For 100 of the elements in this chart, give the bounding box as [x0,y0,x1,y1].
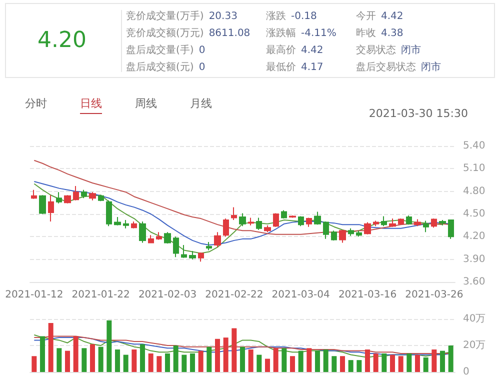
text: 竞价成交额(万元) [126,28,204,39]
candlestick [56,192,62,204]
bar [232,328,237,372]
x-tick-label: 2021-03-26 [405,290,464,300]
text: 闭市 [401,45,421,56]
candlestick [31,189,37,200]
text: 4.20 [36,27,88,55]
bar [148,353,154,372]
text: 20.33 [208,11,238,22]
text: 盘后成交额(元) [126,62,194,73]
y-tick-label: 4.50 [463,208,486,220]
bar [332,356,337,372]
candlestick [323,221,329,240]
x-tick-label: 2021-02-03 [138,290,197,300]
bar [223,338,228,372]
bar [140,344,145,372]
text: 涨跌 [266,11,286,22]
y-tick-label: 0 [463,366,470,378]
bar [98,346,104,372]
text: 今开 [356,11,376,22]
bar [48,322,54,372]
bar [448,346,454,372]
text: 最高价 [266,45,296,56]
bar [256,354,262,372]
x-tick-label: 2021-03-04 [272,290,330,300]
bar [115,349,120,372]
candlestick [448,220,454,240]
text: 昨收 [356,28,376,39]
text: 4.42 [301,45,324,56]
bar [415,354,420,372]
bar [206,346,212,372]
bar [273,348,278,372]
bar [190,353,195,372]
candlestick [356,230,362,238]
candlestick [406,215,412,226]
candlestick [389,218,396,228]
text: 日线 [80,96,102,114]
candlestick [281,210,287,220]
text: 盘后成交量(手) [126,45,194,56]
bar [265,358,270,372]
bar [182,354,187,372]
candlestick [98,194,104,202]
candlestick [81,189,87,199]
x-tick-label: 2021-01-12 [5,290,64,300]
y-tick-label: 3.90 [463,254,486,265]
candlestick [48,194,54,222]
bar [132,349,137,372]
candlestick [164,232,171,244]
x-tick-label: 2021-01-22 [72,290,130,300]
bar [365,349,370,372]
candlestick [248,217,254,226]
bar [340,356,345,372]
candlestick [289,215,296,218]
text: 月线 [190,96,212,111]
y-tick-label: 5.40 [463,140,486,152]
text: 4.42 [381,11,404,22]
candlestick [398,218,404,226]
bar [298,350,304,372]
y-tick-label: 5.10 [463,163,486,174]
bar [173,346,178,372]
text: 竞价成交量(万手) [126,11,204,22]
candlestick [364,222,371,235]
candlestick [148,234,154,244]
candlestick [39,194,46,214]
candlestick [231,206,237,221]
y-tick-label: 3.60 [463,276,486,288]
candlestick [89,192,96,201]
candlestick [339,229,346,244]
text: 0 [198,45,206,56]
bar [373,353,378,372]
bar [440,350,445,372]
bar [348,360,354,372]
bar [240,346,245,372]
bar [423,357,428,372]
bar [106,320,112,372]
line-series [34,183,443,254]
text: 0 [198,62,206,73]
candlestick [114,216,121,226]
bar [406,353,412,372]
bar [290,356,295,372]
candlestick [239,212,246,227]
bar [248,349,254,372]
candlestick [181,244,187,258]
candlestick [156,232,162,240]
bar [398,356,404,372]
text: 盘后交易状态 [356,62,416,73]
x-tick-label: 2021-03-16 [338,290,397,300]
candlestick [306,217,312,228]
bar [215,338,220,372]
candlestick [189,250,196,260]
candlestick [273,212,279,228]
candlestick [256,217,262,230]
text: 交易状态 [356,45,396,56]
candlestick [131,221,137,229]
y-tick-label: 4.20 [463,231,486,242]
bar [82,348,87,372]
bar [123,354,128,372]
candlestick [223,218,229,238]
text: 分时 [25,96,47,111]
bar [40,336,45,372]
